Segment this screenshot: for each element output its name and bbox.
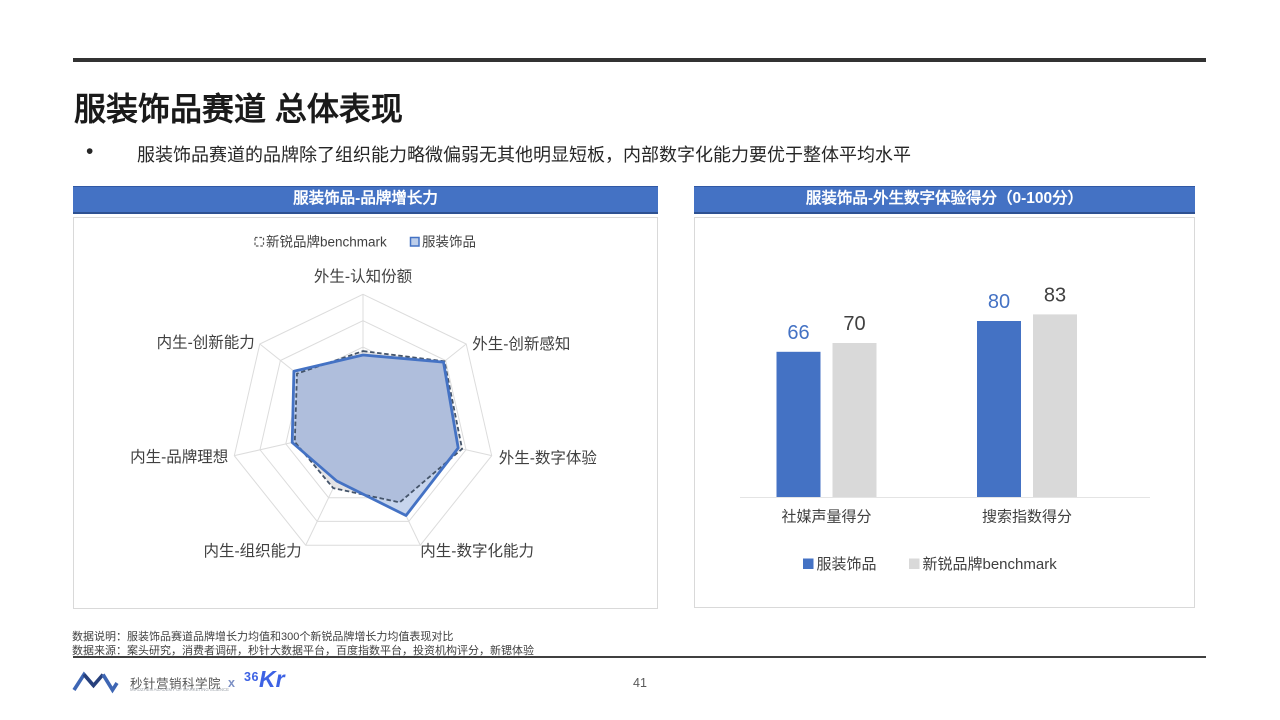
legend-benchmark-label: 新锐品牌benchmark	[923, 556, 1058, 573]
radar-axis-label: 外生-认知份额	[314, 267, 413, 285]
radar-gridline-ring	[259, 320, 467, 522]
radar-axis-label: 内生-数字化能力	[420, 542, 534, 560]
36kr-logo-kr: Kr	[259, 666, 285, 692]
brand-subtitle: MIAOZHEN ACADEMY OF MARKETING SCIENCE	[130, 687, 229, 692]
radar-axis-label: 内生-组织能力	[204, 542, 302, 560]
bullet-marker: •	[86, 140, 94, 163]
data-note-source: 数据来源：案头研究，消费者调研，秒针大数据平台，百度指数平台，投资机构评分，新锶…	[72, 644, 534, 657]
bar-benchmark	[1033, 314, 1077, 497]
legend-benchmark-label: 新锐品牌benchmark	[266, 233, 387, 249]
miaozhen-logo-icon	[72, 671, 119, 694]
brand-separator: x	[228, 676, 235, 690]
bar-value-label: 66	[787, 322, 809, 344]
bar-category-label: 搜索指数得分	[982, 509, 1072, 526]
bar-value-label: 83	[1044, 284, 1066, 306]
bar-panel-title: 服装饰品-外生数字体验得分（0-100分）	[694, 186, 1195, 214]
page-number: 41	[633, 675, 647, 690]
legend-series-swatch	[803, 558, 814, 569]
36kr-logo-36: 36	[244, 670, 259, 684]
bar-value-label: 80	[988, 291, 1010, 313]
bar-benchmark	[832, 343, 877, 497]
bar-panel-body: 66 70 社媒声量得分 80 83 搜索指数得分服装饰品 新锐品牌benchmark	[694, 217, 1195, 608]
legend-series-label: 服装饰品	[422, 234, 476, 249]
radar-axis-label: 外生-数字体验	[499, 449, 598, 467]
radar-series-line	[290, 353, 460, 517]
top-divider-rule	[73, 58, 1206, 62]
radar-panel-title: 服装饰品-品牌增长力	[73, 186, 658, 214]
legend-series-swatch	[409, 236, 420, 247]
legend-benchmark-swatch	[254, 236, 265, 247]
legend-series-label: 服装饰品	[817, 556, 877, 573]
radar-axis-label: 内生-品牌理想	[130, 448, 228, 466]
bar-category-label: 社媒声量得分	[781, 508, 871, 526]
radar-axis-label: 内生-创新能力	[157, 334, 255, 352]
radar-axis-label: 外生-创新感知	[472, 335, 570, 353]
bar-value-label: 70	[843, 313, 865, 335]
radar-gridline-ring	[233, 293, 493, 546]
slide-title: 服装饰品赛道 总体表现	[74, 91, 403, 127]
radar-overlap-fill	[294, 355, 459, 503]
bottom-divider-rule	[73, 656, 1206, 658]
bar-series	[977, 321, 1021, 497]
radar-panel-body: 外生-认知份额外生-创新感知外生-数字体验内生-数字化能力 内生-组织能力 内生-品…	[73, 217, 658, 609]
bar-series	[776, 351, 821, 497]
brand-name: 秒针营销科学院	[130, 677, 222, 691]
data-note-description: 数据说明：服装饰品赛道品牌增长力均值和300个新锐品牌增长力均值表现对比	[72, 631, 454, 643]
legend-benchmark-swatch	[909, 558, 920, 569]
bullet-text: 服装饰品赛道的品牌除了组织能力略微偏弱无其他明显短板，内部数字化能力要优于整体平…	[137, 145, 911, 165]
